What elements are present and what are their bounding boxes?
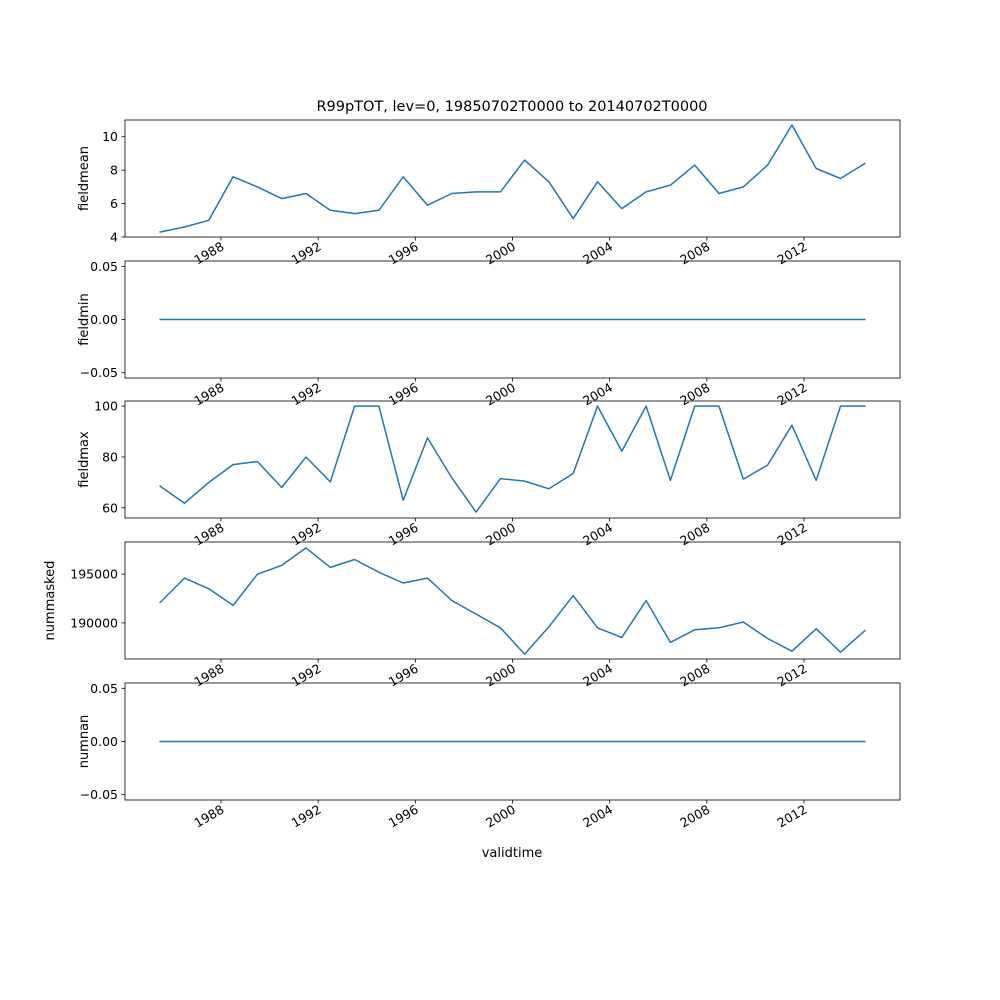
y-tick-label: 195000 — [70, 567, 118, 582]
y-tick-label: 190000 — [70, 615, 118, 630]
y-axis-label: fieldmin — [77, 293, 92, 346]
x-axis-label: validtime — [482, 846, 543, 861]
y-tick-label: 0.05 — [90, 259, 118, 274]
y-tick-label: −0.05 — [80, 787, 118, 802]
y-axis-label: fieldmean — [77, 146, 92, 211]
y-tick-label: 10 — [102, 129, 118, 144]
series-line-fieldmean — [159, 124, 866, 233]
y-tick-label: 0.00 — [90, 734, 118, 749]
y-tick-label: 0.05 — [90, 681, 118, 696]
y-tick-label: 4 — [110, 230, 118, 245]
y-tick-label: 60 — [102, 500, 118, 515]
y-axis-label: numnan — [77, 715, 92, 769]
series-line-fieldmax — [159, 405, 866, 513]
y-tick-label: 0.00 — [90, 312, 118, 327]
y-tick-label: 8 — [110, 163, 118, 178]
y-tick-label: −0.05 — [80, 365, 118, 380]
y-axis-label: fieldmax — [77, 431, 92, 488]
chart-title: R99pTOT, lev=0, 19850702T0000 to 2014070… — [316, 99, 707, 115]
y-axis-label: nummasked — [43, 561, 58, 641]
series-line-nummasked — [159, 547, 866, 655]
y-tick-label: 80 — [102, 449, 118, 464]
y-tick-label: 100 — [94, 399, 118, 414]
y-tick-label: 6 — [110, 196, 118, 211]
